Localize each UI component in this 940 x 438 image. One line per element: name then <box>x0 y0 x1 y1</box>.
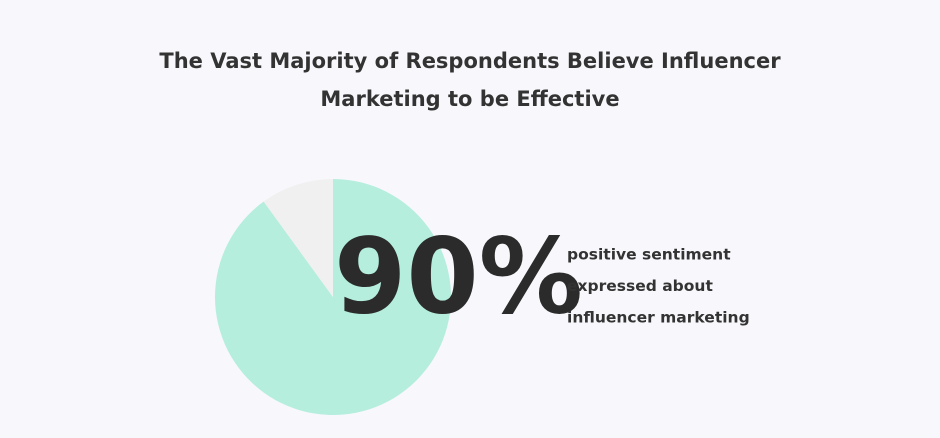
annotation: expressed about <box>567 277 713 295</box>
value-label: 90% <box>334 215 583 337</box>
annotation: influencer marketing <box>567 309 750 327</box>
pie-slice <box>263 179 333 297</box>
annotation: positive sentiment <box>567 246 731 264</box>
chart-title: The Vast Majority of Respondents Believe… <box>159 49 781 111</box>
